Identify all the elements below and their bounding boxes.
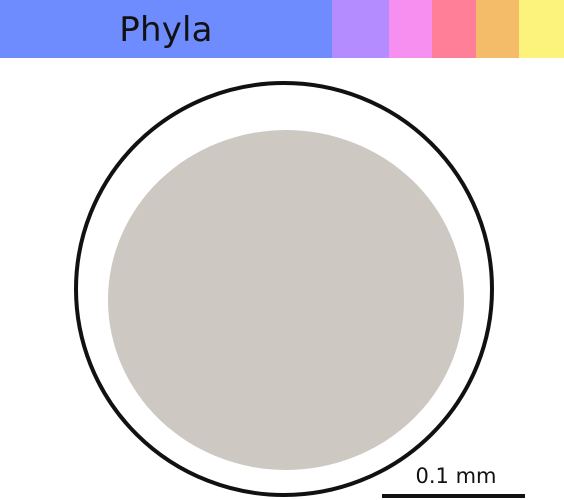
phyla-header-bar: Phyla bbox=[0, 0, 564, 58]
pink-swatch bbox=[389, 0, 432, 58]
yellow-swatch bbox=[519, 0, 564, 58]
inner-body bbox=[108, 130, 464, 470]
orange-swatch bbox=[476, 0, 519, 58]
rose-swatch bbox=[432, 0, 476, 58]
scale-bar-label: 0.1 mm bbox=[415, 464, 497, 488]
phyla-title-block: Phyla bbox=[0, 0, 332, 58]
purple-swatch bbox=[332, 0, 389, 58]
outer-boundary-circle bbox=[74, 81, 494, 497]
phyla-title: Phyla bbox=[119, 10, 213, 50]
